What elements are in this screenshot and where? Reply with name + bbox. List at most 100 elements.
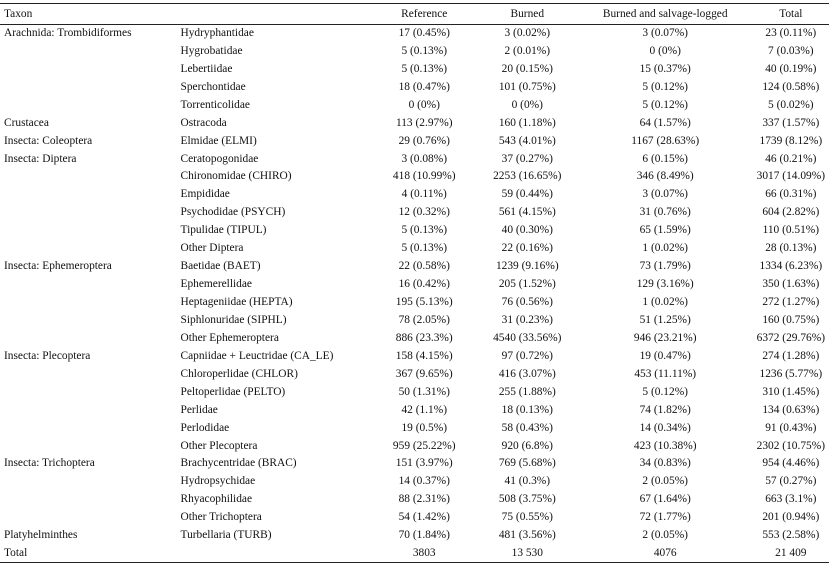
cell-salvage-logged: 2 (0.05%) xyxy=(642,529,688,542)
cell-taxon xyxy=(0,294,166,312)
cell-burned: 920 (6.8%) xyxy=(501,439,553,452)
cell-total: 604 (2.82%) xyxy=(762,206,820,219)
cell-taxon xyxy=(0,419,166,437)
cell-total: 1739 (8.12%) xyxy=(759,134,823,147)
cell-burned: 4540 (33.56%) xyxy=(493,331,562,344)
cell-taxon: Platyhelminthes xyxy=(4,529,78,542)
table-row: Ephemerellidae 16 (0.42%) 205 (1.52%) 129 (… xyxy=(0,276,829,294)
cell-reference: 70 (1.84%) xyxy=(398,529,450,542)
cell-family: Chironomidae (CHIRO) xyxy=(180,170,292,183)
cell-family xyxy=(166,545,372,563)
cell-total: 7 (0.03%) xyxy=(768,44,814,57)
total-row: Total 3803 13 530 4076 21 409 xyxy=(0,545,829,563)
cell-burned: 481 (3.56%) xyxy=(498,529,556,542)
cell-total: 66 (0.31%) xyxy=(765,188,817,201)
cell-taxon xyxy=(0,168,166,186)
cell-taxon xyxy=(0,329,166,347)
cell-total: 124 (0.58%) xyxy=(762,80,820,93)
cell-taxon xyxy=(0,383,166,401)
cell-salvage-logged: 4076 xyxy=(653,546,677,559)
table-row: Platyhelminthes Turbellaria (TURB) 70 (1.8… xyxy=(0,527,829,545)
cell-salvage-logged: 14 (0.34%) xyxy=(639,421,691,434)
cell-total: 6372 (29.76%) xyxy=(756,331,825,344)
cell-reference: 5 (0.13%) xyxy=(401,242,448,255)
cell-burned: 2253 (16.65%) xyxy=(493,170,562,183)
cell-reference: 113 (2.97%) xyxy=(395,116,453,129)
cell-reference: 886 (23.3%) xyxy=(395,331,453,344)
table-row: Crustacea Ostracoda 113 (2.97%) 160 (1.18%)… xyxy=(0,114,829,132)
cell-taxon xyxy=(0,509,166,527)
table-row: Chloroperlidae (CHLOR) 367 (9.65%) 416 (3.… xyxy=(0,365,829,383)
cell-burned: 769 (5.68%) xyxy=(498,457,556,470)
cell-burned: 561 (4.15%) xyxy=(498,206,556,219)
header-family xyxy=(165,3,372,25)
table-row: Insecta: Plecoptera Capniidae + Leuctrida… xyxy=(0,347,829,365)
cell-burned: 13 530 xyxy=(511,546,543,559)
cell-total: 350 (1.63%) xyxy=(762,278,820,291)
cell-taxon xyxy=(0,276,166,294)
cell-burned: 31 (0.23%) xyxy=(501,313,553,326)
table-row: Chironomidae (CHIRO) 418 (10.99%) 2253 (16… xyxy=(0,168,829,186)
cell-total: 46 (0.21%) xyxy=(765,152,817,165)
cell-salvage-logged: 19 (0.47%) xyxy=(639,349,691,362)
cell-salvage-logged: 346 (8.49%) xyxy=(636,170,694,183)
cell-reference: 16 (0.42%) xyxy=(398,278,450,291)
cell-total: 21 409 xyxy=(775,546,807,559)
cell-family: Ostracoda xyxy=(180,116,227,129)
cell-family: Siphlonuridae (SIPHL) xyxy=(180,313,287,326)
table-row: Perlidae 42 (1.1%) 18 (0.13%) 74 (1.82%) 134… xyxy=(0,401,829,419)
cell-taxon xyxy=(0,96,166,114)
cell-burned: 40 (0.30%) xyxy=(501,224,553,237)
cell-family: Baetidae (BAET) xyxy=(180,260,261,273)
table-row: Torrenticolidae 0 (0%) 0 (0%) 5 (0.12%) 5 (0… xyxy=(0,96,829,114)
table-body: Arachnida: Trombidiformes Hydryphantidae 1… xyxy=(0,25,829,563)
cell-family: Empididae xyxy=(180,188,230,201)
cell-total: 23 (0.11%) xyxy=(765,27,817,40)
cell-reference: 88 (2.31%) xyxy=(398,493,450,506)
cell-burned: 508 (3.75%) xyxy=(498,493,556,506)
header-burned: Burned xyxy=(476,3,578,25)
table-row: Hygrobatidae 5 (0.13%) 2 (0.01%) 0 (0%) 7 (0… xyxy=(0,42,829,60)
cell-total: 1334 (6.23%) xyxy=(759,260,823,273)
table-row: Other Plecoptera 959 (25.22%) 920 (6.8%) 42… xyxy=(0,437,829,455)
cell-family: Hydropsychidae xyxy=(180,475,256,488)
cell-total: 274 (1.28%) xyxy=(762,349,820,362)
cell-total: 110 (0.51%) xyxy=(762,224,820,237)
cell-taxon xyxy=(0,365,166,383)
cell-taxon xyxy=(0,240,166,258)
header-taxon: Taxon xyxy=(0,3,166,25)
cell-total: 272 (1.27%) xyxy=(762,296,820,309)
cell-salvage-logged: 0 (0%) xyxy=(649,44,681,57)
cell-family: Other Trichoptera xyxy=(180,511,262,524)
cell-burned: 205 (1.52%) xyxy=(498,278,556,291)
cell-family: Lebertiidae xyxy=(180,62,233,75)
cell-taxon xyxy=(0,60,166,78)
cell-total: 553 (2.58%) xyxy=(762,529,820,542)
table-row: Siphlonuridae (SIPHL) 78 (2.05%) 31 (0.23%… xyxy=(0,312,829,330)
cell-family: Turbellaria (TURB) xyxy=(180,529,272,542)
cell-burned: 543 (4.01%) xyxy=(498,134,556,147)
cell-total: 310 (1.45%) xyxy=(762,385,820,398)
cell-taxon xyxy=(0,204,166,222)
cell-reference: 3 (0.08%) xyxy=(401,152,448,165)
cell-reference: 54 (1.42%) xyxy=(398,511,450,524)
cell-total: 2302 (10.75%) xyxy=(756,439,825,452)
cell-salvage-logged: 1167 (28.63%) xyxy=(631,134,700,147)
cell-reference: 418 (10.99%) xyxy=(392,170,456,183)
cell-salvage-logged: 129 (3.16%) xyxy=(636,278,694,291)
cell-family: Chloroperlidae (CHLOR) xyxy=(180,367,298,380)
cell-taxon: Insecta: Trichoptera xyxy=(4,457,95,470)
table-row: Perlodidae 19 (0.5%) 58 (0.43%) 14 (0.34%) 9… xyxy=(0,419,829,437)
table-row: Heptageniidae (HEPTA) 195 (5.13%) 76 (0.56… xyxy=(0,294,829,312)
cell-salvage-logged: 65 (1.59%) xyxy=(639,224,691,237)
cell-reference: 151 (3.97%) xyxy=(395,457,453,470)
cell-salvage-logged: 74 (1.82%) xyxy=(639,403,691,416)
cell-salvage-logged: 5 (0.12%) xyxy=(642,80,688,93)
cell-reference: 22 (0.58%) xyxy=(398,260,450,273)
cell-salvage-logged: 453 (11.11%) xyxy=(634,367,697,380)
cell-taxon: Insecta: Diptera xyxy=(4,152,77,165)
cell-taxon xyxy=(0,42,166,60)
cell-reference: 17 (0.45%) xyxy=(398,27,450,40)
cell-burned: 18 (0.13%) xyxy=(501,403,553,416)
cell-taxon xyxy=(0,78,166,96)
